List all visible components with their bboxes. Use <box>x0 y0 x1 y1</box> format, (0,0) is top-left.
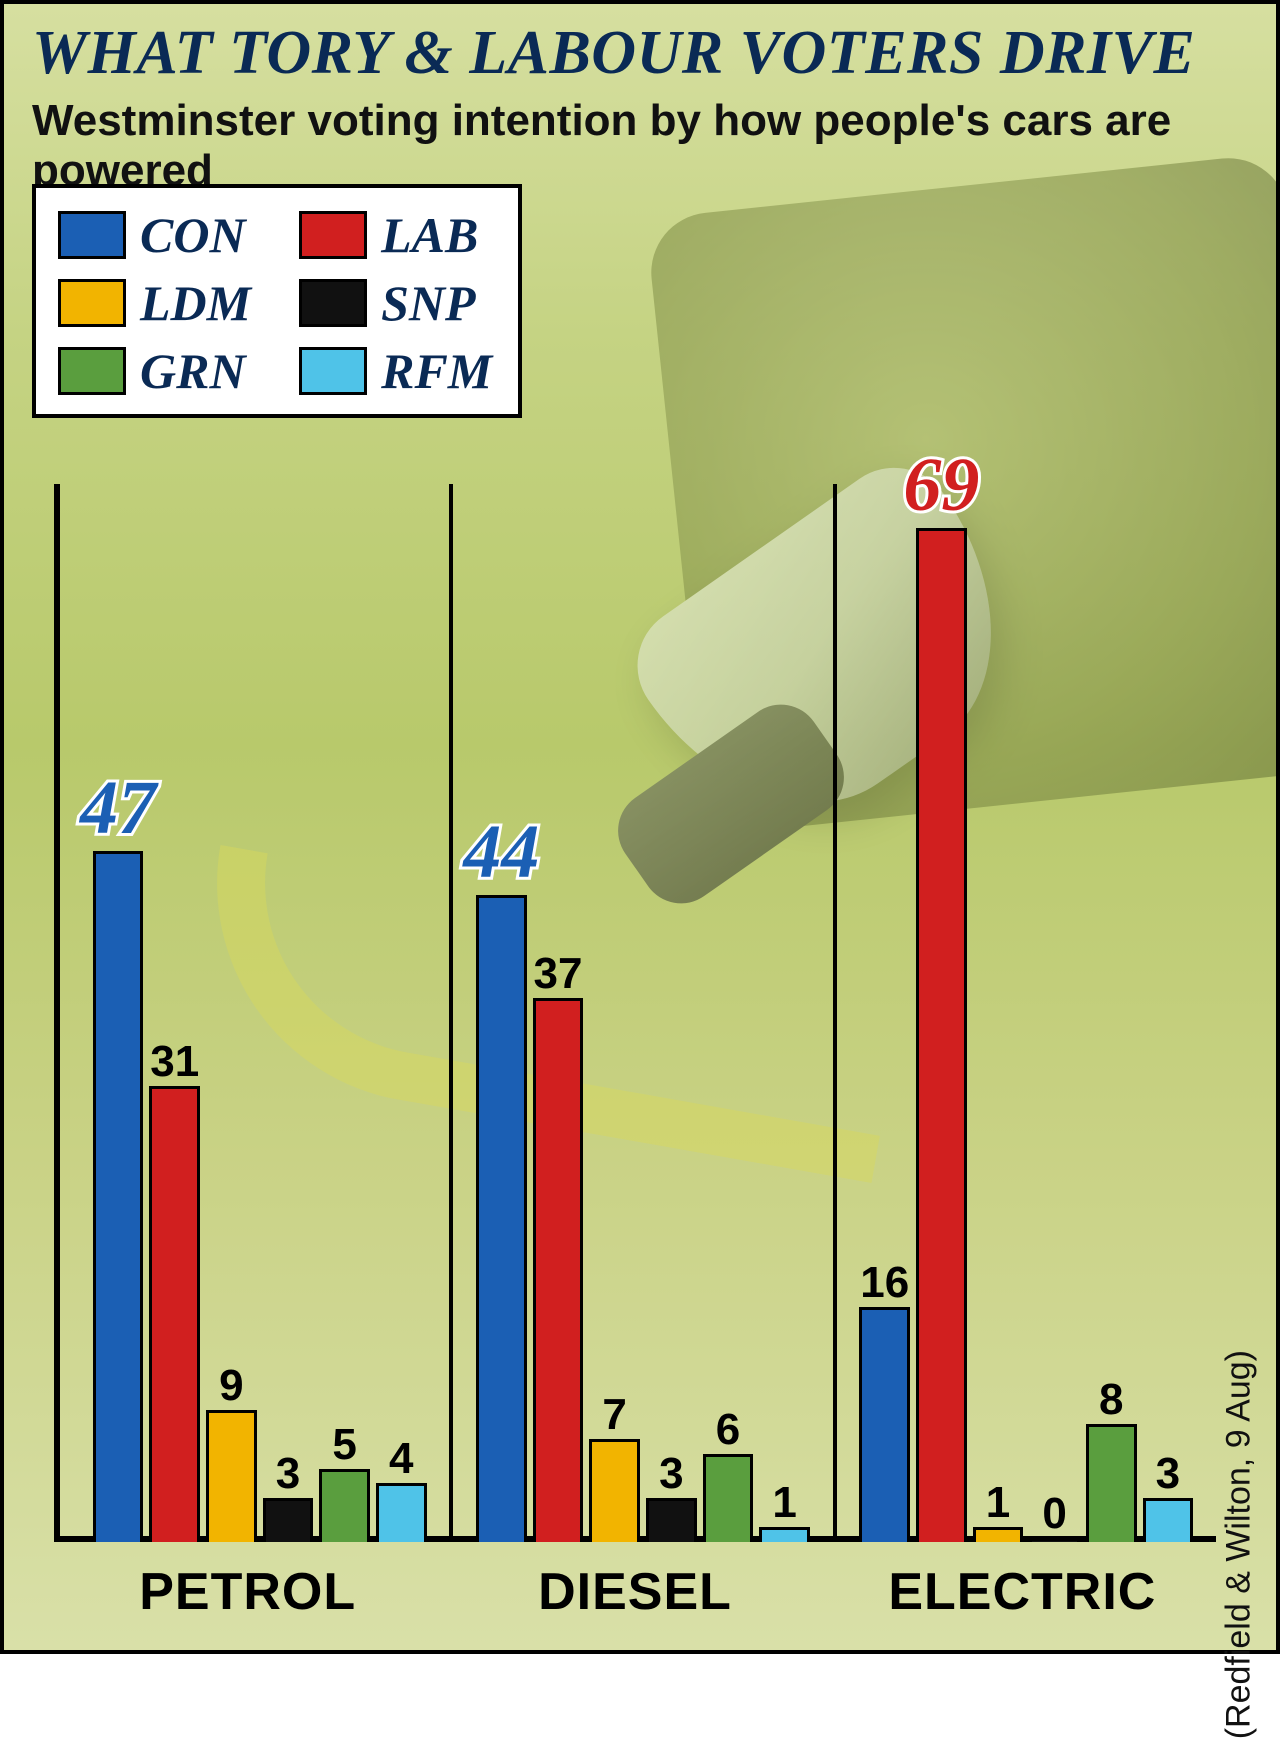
legend-label: CON <box>140 206 246 264</box>
bar-value-label: 16 <box>860 1258 909 1308</box>
bar-lab: 69 <box>916 528 967 1542</box>
bar-lab: 37 <box>533 998 584 1542</box>
bar-value-label: 31 <box>150 1037 199 1087</box>
bar-con: 16 <box>859 1307 910 1542</box>
bar-value-label: 0 <box>1042 1489 1066 1539</box>
bar-snp: 3 <box>263 1498 314 1542</box>
category-labels: PETROLDIESELELECTRIC <box>54 1562 1216 1622</box>
group-petrol: 47319354 <box>70 484 449 1542</box>
bars: 44377361 <box>476 484 810 1542</box>
bar-con: 44 <box>476 895 527 1542</box>
y-axis <box>54 484 60 1542</box>
bar-con: 47 <box>93 851 144 1542</box>
plot-area: 473193544437736116691083 <box>54 484 1216 1542</box>
legend-item-ldm: LDM <box>58 274 251 332</box>
legend-item-rfm: RFM <box>299 342 492 400</box>
bar-grn: 5 <box>319 1469 370 1542</box>
bar-value-label: 3 <box>659 1449 683 1499</box>
category-label: PETROL <box>54 1562 441 1622</box>
legend-swatch <box>58 211 126 259</box>
bar-grn: 6 <box>703 1454 754 1542</box>
bar-value-label: 5 <box>332 1420 356 1470</box>
legend-label: LDM <box>140 274 251 332</box>
bar-ldm: 1 <box>973 1527 1024 1542</box>
bar-value-label: 8 <box>1099 1375 1123 1425</box>
chart-subtitle: Westminster voting intention by how peop… <box>32 96 1276 196</box>
legend-swatch <box>299 279 367 327</box>
bar-value-label: 3 <box>1156 1449 1180 1499</box>
bar-value-label: 4 <box>389 1434 413 1484</box>
legend-item-snp: SNP <box>299 274 492 332</box>
bar-value-label: 44 <box>463 809 539 896</box>
legend-item-lab: LAB <box>299 206 492 264</box>
legend-label: SNP <box>381 274 475 332</box>
bar-snp: 3 <box>646 1498 697 1542</box>
bar-value-label: 69 <box>903 442 979 529</box>
bar-value-label: 47 <box>80 765 156 852</box>
legend-swatch <box>58 279 126 327</box>
legend-swatch <box>58 347 126 395</box>
bar-rfm: 3 <box>1143 1498 1194 1542</box>
bar-snp: 0 <box>1029 1538 1080 1542</box>
legend-swatch <box>299 347 367 395</box>
legend-label: LAB <box>381 206 478 264</box>
bar-value-label: 3 <box>276 1449 300 1499</box>
legend-swatch <box>299 211 367 259</box>
chart-title: WHAT TORY & LABOUR VOTERS DRIVE <box>32 18 1195 89</box>
category-label: DIESEL <box>441 1562 828 1622</box>
infographic-card: WHAT TORY & LABOUR VOTERS DRIVE Westmins… <box>0 0 1280 1654</box>
bars: 47319354 <box>93 484 427 1542</box>
bar-value-label: 6 <box>716 1405 740 1455</box>
bar-rfm: 4 <box>376 1483 427 1542</box>
legend-item-grn: GRN <box>58 342 251 400</box>
bar-ldm: 7 <box>589 1439 640 1542</box>
bar-value-label: 9 <box>219 1361 243 1411</box>
bar-ldm: 9 <box>206 1410 257 1542</box>
category-label: ELECTRIC <box>829 1562 1216 1622</box>
bar-lab: 31 <box>149 1086 200 1542</box>
legend: CON LAB LDM SNP GRN RFM <box>32 184 522 418</box>
bars: 16691083 <box>859 484 1193 1542</box>
bar-rfm: 1 <box>759 1527 810 1542</box>
bar-value-label: 7 <box>602 1390 626 1440</box>
legend-label: RFM <box>381 342 492 400</box>
source-attribution: (Redfield & Wilton, 9 Aug) <box>1219 1350 1258 1739</box>
bar-groups: 473193544437736116691083 <box>70 484 1216 1542</box>
bar-value-label: 37 <box>534 949 583 999</box>
legend-item-con: CON <box>58 206 251 264</box>
legend-label: GRN <box>140 342 246 400</box>
group-electric: 16691083 <box>833 484 1216 1542</box>
bar-grn: 8 <box>1086 1424 1137 1542</box>
bar-value-label: 1 <box>986 1478 1010 1528</box>
bar-value-label: 1 <box>772 1478 796 1528</box>
group-diesel: 44377361 <box>449 484 832 1542</box>
